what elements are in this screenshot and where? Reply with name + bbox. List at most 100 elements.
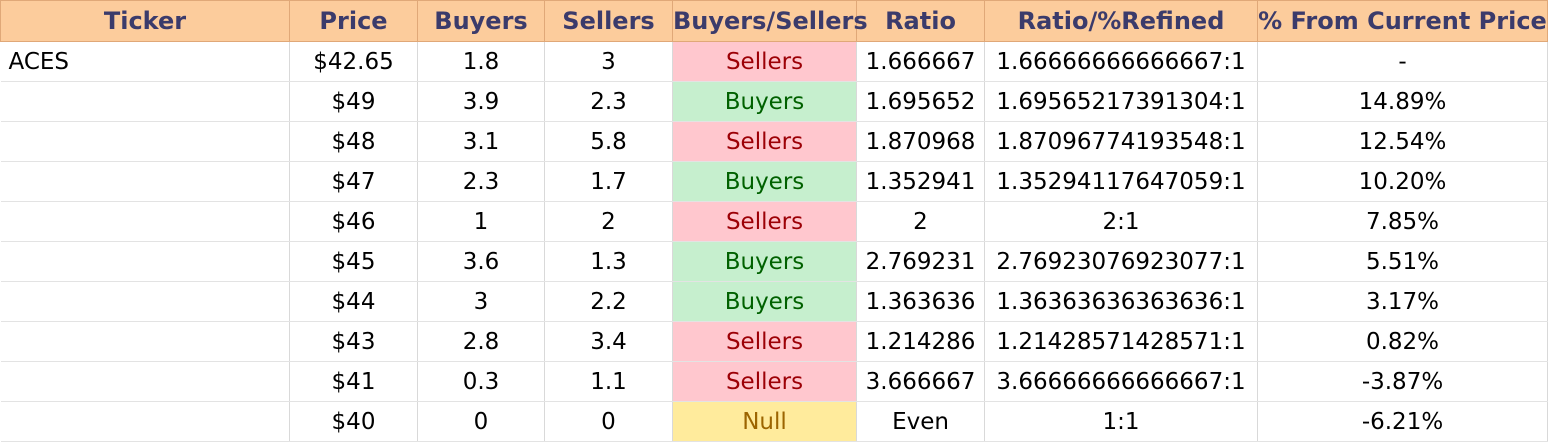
ratio-cell[interactable]: 3.666667 <box>856 361 985 402</box>
ratio-cell[interactable]: 1.363636 <box>856 281 985 322</box>
pct-cell[interactable]: -3.87% <box>1257 361 1548 402</box>
sellers-cell[interactable]: 2.3 <box>544 81 673 122</box>
table-row: $46 1 2 Sellers 2 2:1 7.85% <box>0 201 1548 242</box>
pct-cell[interactable]: -6.21% <box>1257 401 1548 442</box>
ratio-cell[interactable]: 2.769231 <box>856 241 985 282</box>
price-cell[interactable]: $46 <box>289 201 418 242</box>
ticker-cell[interactable] <box>0 281 290 322</box>
side-cell[interactable]: Null <box>672 401 857 442</box>
ratio-cell[interactable]: 2 <box>856 201 985 242</box>
ticker-cell[interactable] <box>0 321 290 362</box>
ticker-cell[interactable]: ACES <box>0 41 290 82</box>
ratio-refined-cell[interactable]: 1.21428571428571:1 <box>984 321 1258 362</box>
ticker-cell[interactable] <box>0 81 290 122</box>
ratio-refined-cell[interactable]: 1.66666666666667:1 <box>984 41 1258 82</box>
sellers-cell[interactable]: 5.8 <box>544 121 673 162</box>
ratio-cell[interactable]: 1.214286 <box>856 321 985 362</box>
side-cell[interactable]: Buyers <box>672 161 857 202</box>
buyers-cell[interactable]: 3 <box>417 281 545 322</box>
table-row: $40 0 0 Null Even 1:1 -6.21% <box>0 401 1548 442</box>
ratio-cell[interactable]: 1.695652 <box>856 81 985 122</box>
ratio-refined-cell[interactable]: 2:1 <box>984 201 1258 242</box>
buyers-cell[interactable]: 2.8 <box>417 321 545 362</box>
price-cell[interactable]: $43 <box>289 321 418 362</box>
table-row: $45 3.6 1.3 Buyers 2.769231 2.7692307692… <box>0 241 1548 282</box>
price-cell[interactable]: $42.65 <box>289 41 418 82</box>
sellers-cell[interactable]: 1.1 <box>544 361 673 402</box>
buyers-cell[interactable]: 1.8 <box>417 41 545 82</box>
pct-cell[interactable]: 7.85% <box>1257 201 1548 242</box>
header-ratio[interactable]: Ratio <box>856 0 985 42</box>
table-row: $49 3.9 2.3 Buyers 1.695652 1.6956521739… <box>0 81 1548 122</box>
buyers-cell[interactable]: 0 <box>417 401 545 442</box>
price-cell[interactable]: $47 <box>289 161 418 202</box>
buyers-cell[interactable]: 0.3 <box>417 361 545 402</box>
header-buyers[interactable]: Buyers <box>417 0 545 42</box>
buyers-cell[interactable]: 3.1 <box>417 121 545 162</box>
sellers-cell[interactable]: 1.3 <box>544 241 673 282</box>
side-cell[interactable]: Buyers <box>672 241 857 282</box>
buyers-cell[interactable]: 1 <box>417 201 545 242</box>
side-cell[interactable]: Sellers <box>672 121 857 162</box>
pct-cell[interactable]: 3.17% <box>1257 281 1548 322</box>
pct-cell[interactable]: 12.54% <box>1257 121 1548 162</box>
ratio-refined-cell[interactable]: 1.36363636363636:1 <box>984 281 1258 322</box>
price-cell[interactable]: $40 <box>289 401 418 442</box>
header-row: Ticker Price Buyers Sellers Buyers/Selle… <box>0 0 1548 42</box>
ratio-refined-cell[interactable]: 1.87096774193548:1 <box>984 121 1258 162</box>
pct-cell[interactable]: 5.51% <box>1257 241 1548 282</box>
sellers-cell[interactable]: 3.4 <box>544 321 673 362</box>
sellers-cell[interactable]: 2 <box>544 201 673 242</box>
table-row: $43 2.8 3.4 Sellers 1.214286 1.214285714… <box>0 321 1548 362</box>
price-cell[interactable]: $41 <box>289 361 418 402</box>
table-row: $41 0.3 1.1 Sellers 3.666667 3.666666666… <box>0 361 1548 402</box>
ratio-cell[interactable]: 1.666667 <box>856 41 985 82</box>
side-cell[interactable]: Sellers <box>672 321 857 362</box>
side-cell[interactable]: Buyers <box>672 81 857 122</box>
price-cell[interactable]: $45 <box>289 241 418 282</box>
buyers-cell[interactable]: 3.6 <box>417 241 545 282</box>
header-ticker[interactable]: Ticker <box>0 0 290 42</box>
side-cell[interactable]: Sellers <box>672 361 857 402</box>
buyers-cell[interactable]: 2.3 <box>417 161 545 202</box>
header-price[interactable]: Price <box>289 0 418 42</box>
buyers-cell[interactable]: 3.9 <box>417 81 545 122</box>
sellers-cell[interactable]: 2.2 <box>544 281 673 322</box>
sellers-cell[interactable]: 0 <box>544 401 673 442</box>
sellers-cell[interactable]: 1.7 <box>544 161 673 202</box>
price-cell[interactable]: $49 <box>289 81 418 122</box>
ticker-cell[interactable] <box>0 241 290 282</box>
header-ratio-refined[interactable]: Ratio/%Refined <box>984 0 1258 42</box>
ticker-cell[interactable] <box>0 361 290 402</box>
price-cell[interactable]: $48 <box>289 121 418 162</box>
ticker-cell[interactable] <box>0 401 290 442</box>
side-cell[interactable]: Sellers <box>672 201 857 242</box>
side-cell[interactable]: Sellers <box>672 41 857 82</box>
price-cell[interactable]: $44 <box>289 281 418 322</box>
side-cell[interactable]: Buyers <box>672 281 857 322</box>
pct-cell[interactable]: - <box>1257 41 1548 82</box>
ratio-refined-cell[interactable]: 1.69565217391304:1 <box>984 81 1258 122</box>
pct-cell[interactable]: 0.82% <box>1257 321 1548 362</box>
ratio-cell[interactable]: 1.870968 <box>856 121 985 162</box>
ratio-cell[interactable]: 1.352941 <box>856 161 985 202</box>
header-buyers-sellers[interactable]: Buyers/Sellers <box>672 0 868 42</box>
pct-cell[interactable]: 10.20% <box>1257 161 1548 202</box>
table-row: $44 3 2.2 Buyers 1.363636 1.363636363636… <box>0 281 1548 322</box>
ratio-refined-cell[interactable]: 3.66666666666667:1 <box>984 361 1258 402</box>
ratio-refined-cell[interactable]: 1:1 <box>984 401 1258 442</box>
header-sellers[interactable]: Sellers <box>544 0 673 42</box>
ticker-cell[interactable] <box>0 121 290 162</box>
ratio-cell[interactable]: Even <box>856 401 985 442</box>
pct-cell[interactable]: 14.89% <box>1257 81 1548 122</box>
ticker-cell[interactable] <box>0 161 290 202</box>
table-row: ACES $42.65 1.8 3 Sellers 1.666667 1.666… <box>0 41 1548 82</box>
header-pct-from-current[interactable]: % From Current Price <box>1257 0 1548 42</box>
table-row: $48 3.1 5.8 Sellers 1.870968 1.870967741… <box>0 121 1548 162</box>
ticker-cell[interactable] <box>0 201 290 242</box>
sellers-cell[interactable]: 3 <box>544 41 673 82</box>
table-row: $47 2.3 1.7 Buyers 1.352941 1.3529411764… <box>0 161 1548 202</box>
ratio-refined-cell[interactable]: 1.35294117647059:1 <box>984 161 1258 202</box>
ratio-refined-cell[interactable]: 2.76923076923077:1 <box>984 241 1258 282</box>
